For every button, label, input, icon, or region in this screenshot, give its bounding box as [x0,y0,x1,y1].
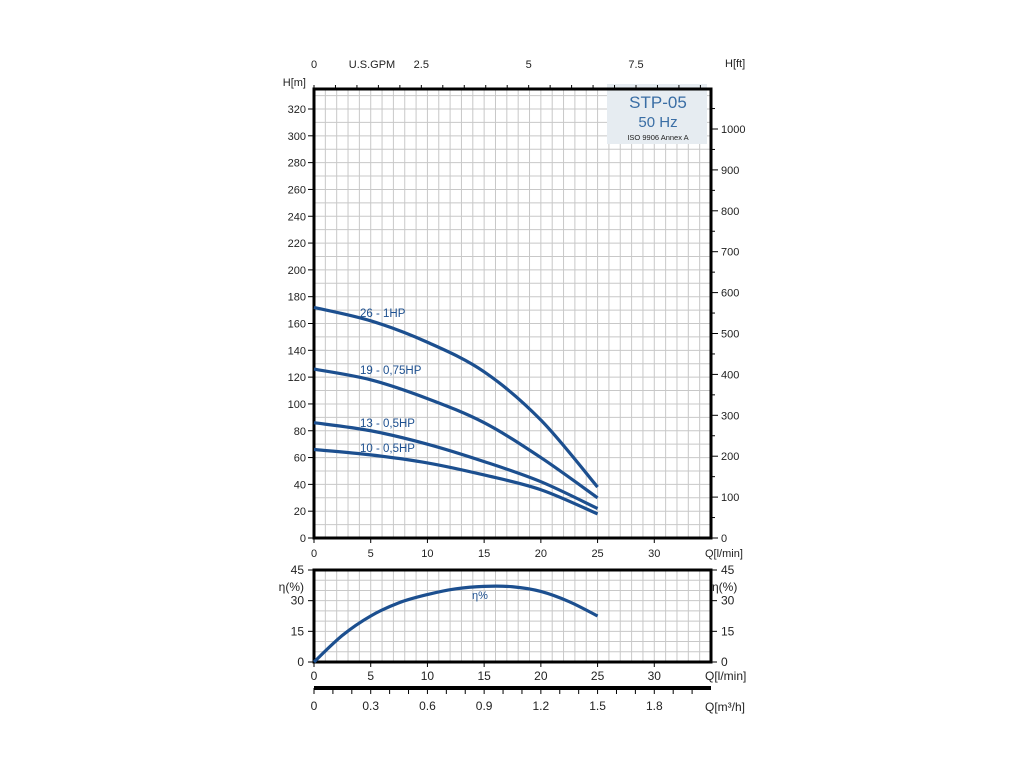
x-tick-label: 30 [648,548,660,560]
y-tick-label: 220 [288,238,306,250]
y-tick-label: 260 [288,184,306,196]
efficiency-frame [312,568,713,664]
eff-y-tick-label: 45 [291,563,305,577]
eff-y-tick-label: 30 [291,594,305,608]
y-right-tick-label: 800 [721,206,739,218]
eff-x-tick-label: 30 [648,669,662,683]
y-tick-label: 20 [294,506,306,518]
head-curve [313,421,599,510]
y-tick-label: 40 [294,479,306,491]
m3h-axis-label: Q[m³/h] [705,700,745,714]
eff-y-right-tick-label: 45 [721,563,735,577]
y-tick-label: 200 [288,265,306,277]
top-axis-label: U.S.GPM [349,59,395,71]
x-tick-label: 20 [535,548,547,560]
head-curve [313,305,599,489]
y-axis-label: H[m] [283,77,306,89]
y-tick-label: 180 [288,292,306,304]
y-tick-label: 160 [288,319,306,331]
curve-label: 26 - 1HP [360,308,406,320]
y-right-tick-label: 100 [721,492,739,504]
m3h-tick-label: 0.9 [476,699,493,713]
y-tick-label: 140 [288,345,306,357]
eff-x-tick-label: 15 [477,669,491,683]
m3h-tick-label: 0 [311,699,318,713]
m3h-tick-label: 1.8 [646,699,663,713]
chart-title: STP-05 [629,93,687,112]
eff-y-right-axis-label: η(%) [712,580,737,594]
eff-y-right-tick-label: 15 [721,624,735,638]
top-tick-label: 7.5 [628,59,643,71]
top-tick-label: 2.5 [414,59,429,71]
y-tick-label: 100 [288,399,306,411]
y-tick-label: 120 [288,372,306,384]
title-box [607,84,707,144]
y-right-tick-label: 500 [721,329,739,341]
chart-subtitle: 50 Hz [638,114,677,131]
eff-x-tick-label: 5 [367,669,374,683]
y-right-tick-label: 600 [721,288,739,300]
y-tick-label: 320 [288,104,306,116]
x-axis-label: Q[l/min] [705,548,743,560]
y-tick-label: 60 [294,453,306,465]
y-right-tick-label: 300 [721,410,739,422]
x-tick-label: 5 [368,548,374,560]
y-right-tick-label: 700 [721,247,739,259]
y-tick-label: 300 [288,131,306,143]
x-tick-label: 25 [591,548,603,560]
eff-y-axis-label: η(%) [279,580,304,594]
m3h-tick-label: 0.6 [419,699,436,713]
eff-x-tick-label: 0 [311,669,318,683]
m3h-tick-label: 0.3 [362,699,379,713]
efficiency-label: η% [472,590,488,602]
efficiency-curve [312,584,599,664]
head-curve [313,447,599,516]
y-tick-label: 80 [294,426,306,438]
top-tick-label: 0 [311,59,317,71]
eff-y-right-tick-label: 0 [721,655,728,669]
y-right-tick-label: 1000 [721,124,745,136]
chart-annotation: ISO 9906 Annex A [627,133,688,142]
head-curve [313,367,599,500]
x-tick-label: 0 [311,548,317,560]
m3h-tick-label: 1.5 [589,699,606,713]
eff-y-tick-label: 15 [291,624,305,638]
eff-y-right-tick-label: 30 [721,594,735,608]
m3h-tick-label: 1.2 [533,699,550,713]
eff-y-tick-label: 0 [297,655,304,669]
y-tick-label: 0 [300,533,306,545]
x-tick-label: 15 [478,548,490,560]
x-tick-label: 10 [421,548,433,560]
eff-x-axis-label: Q[l/min] [705,669,746,683]
y-tick-label: 280 [288,158,306,170]
curve-label: 10 - 0,5HP [360,443,415,455]
curve-label: 13 - 0,5HP [360,418,415,430]
y-tick-label: 240 [288,211,306,223]
y-right-tick-label: 400 [721,369,739,381]
y-right-tick-label: 0 [721,533,727,545]
eff-x-tick-label: 10 [421,669,435,683]
top-tick-label: 5 [526,59,532,71]
y-right-tick-label: 200 [721,451,739,463]
curve-label: 19 - 0,75HP [360,365,422,377]
y-right-tick-label: 900 [721,165,739,177]
eff-x-tick-label: 25 [591,669,605,683]
y-right-axis-label: H[ft] [725,58,745,70]
eff-x-tick-label: 20 [534,669,548,683]
